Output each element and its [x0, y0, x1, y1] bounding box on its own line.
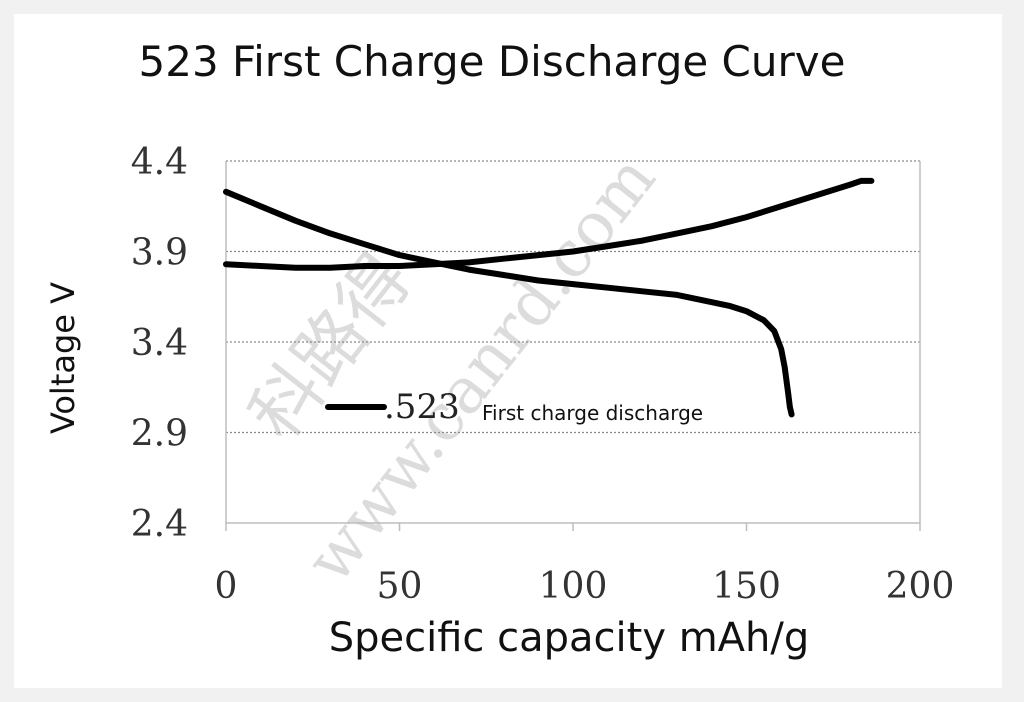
- axes: [225, 161, 921, 531]
- y-tick-labels: 2.4 2.9 3.4 3.9 4.4: [131, 142, 188, 545]
- series-lines: [223, 177, 875, 418]
- series-line-charge: [223, 177, 875, 271]
- chart-card: www.canrd.com 科路得 523 First Charge Disch…: [14, 14, 1002, 688]
- legend-number: .523: [384, 387, 460, 427]
- y-tick-label-1: 2.9: [131, 414, 188, 455]
- x-tick-label-3: 150: [712, 566, 781, 607]
- legend: .523 First charge discharge: [325, 387, 703, 427]
- x-tick-label-1: 50: [377, 566, 423, 607]
- y-tick-label-0: 2.4: [131, 504, 188, 545]
- x-tick-label-0: 0: [215, 566, 238, 607]
- y-axis-label: Voltage V: [44, 282, 82, 434]
- y-tick-label-3: 3.9: [131, 233, 188, 274]
- x-tick-label-4: 200: [886, 566, 955, 607]
- series-line-discharge: [223, 188, 795, 418]
- watermark: www.canrd.com 科路得: [234, 142, 671, 597]
- legend-text: First charge discharge: [482, 401, 703, 425]
- chart-title: 523 First Charge Discharge Curve: [139, 37, 846, 86]
- x-tick-labels: 0 50 100 150 200: [215, 566, 955, 607]
- x-axis-label: Specific capacity mAh/g: [329, 615, 810, 661]
- y-tick-label-2: 3.4: [131, 323, 188, 364]
- x-tick-label-2: 100: [539, 566, 608, 607]
- y-tick-label-4: 4.4: [131, 142, 188, 183]
- chart: www.canrd.com 科路得 523 First Charge Disch…: [44, 37, 955, 661]
